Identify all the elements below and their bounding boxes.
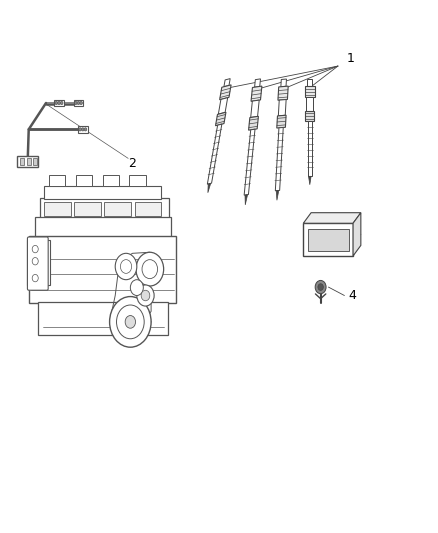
- Circle shape: [32, 245, 38, 253]
- Polygon shape: [308, 176, 311, 185]
- Circle shape: [120, 260, 132, 273]
- Circle shape: [32, 257, 38, 265]
- Polygon shape: [307, 79, 312, 86]
- Bar: [307, 229, 349, 251]
- Circle shape: [58, 101, 60, 104]
- Bar: [39, 198, 169, 219]
- Polygon shape: [307, 122, 312, 176]
- Circle shape: [115, 253, 137, 280]
- Polygon shape: [244, 129, 255, 195]
- Circle shape: [80, 101, 82, 104]
- Circle shape: [315, 280, 326, 294]
- Bar: [38, 302, 168, 335]
- Bar: [44, 186, 161, 199]
- Text: 3: 3: [349, 241, 357, 255]
- Polygon shape: [54, 100, 64, 106]
- Polygon shape: [78, 126, 88, 133]
- Bar: [130, 175, 146, 186]
- Bar: [134, 201, 162, 216]
- Polygon shape: [74, 100, 83, 106]
- Circle shape: [60, 101, 63, 104]
- Bar: [104, 201, 131, 216]
- Polygon shape: [305, 86, 314, 97]
- Polygon shape: [281, 79, 286, 87]
- Circle shape: [84, 128, 87, 131]
- Circle shape: [110, 296, 151, 347]
- Circle shape: [125, 316, 135, 328]
- Polygon shape: [224, 78, 230, 87]
- Polygon shape: [276, 190, 279, 200]
- Polygon shape: [249, 116, 258, 130]
- Bar: [102, 175, 119, 186]
- Circle shape: [117, 305, 144, 339]
- Circle shape: [142, 260, 158, 279]
- Circle shape: [318, 284, 323, 290]
- FancyBboxPatch shape: [28, 237, 48, 290]
- Circle shape: [137, 285, 154, 306]
- Bar: [44, 201, 71, 216]
- Polygon shape: [245, 195, 247, 205]
- Bar: [49, 175, 66, 186]
- Text: 2: 2: [129, 157, 137, 170]
- Polygon shape: [277, 115, 286, 128]
- Bar: [27, 158, 31, 165]
- Bar: [76, 175, 92, 186]
- Polygon shape: [278, 86, 288, 100]
- Polygon shape: [304, 223, 353, 256]
- Bar: [33, 158, 37, 165]
- Circle shape: [81, 128, 84, 131]
- Polygon shape: [276, 127, 283, 191]
- Polygon shape: [208, 183, 211, 193]
- Polygon shape: [254, 79, 261, 87]
- Text: 4: 4: [349, 289, 357, 302]
- Circle shape: [77, 101, 80, 104]
- Polygon shape: [304, 213, 361, 223]
- Circle shape: [131, 280, 143, 295]
- Polygon shape: [353, 213, 361, 256]
- Bar: [35, 217, 171, 238]
- Polygon shape: [215, 112, 226, 126]
- Circle shape: [79, 128, 81, 131]
- Circle shape: [141, 290, 150, 301]
- Polygon shape: [305, 111, 314, 122]
- Polygon shape: [306, 97, 313, 111]
- Polygon shape: [251, 100, 259, 117]
- Bar: [27, 240, 50, 285]
- Text: 1: 1: [346, 52, 354, 64]
- Circle shape: [55, 101, 58, 104]
- Circle shape: [74, 101, 77, 104]
- Polygon shape: [218, 98, 228, 114]
- Bar: [74, 201, 101, 216]
- Polygon shape: [207, 124, 222, 184]
- Circle shape: [136, 252, 164, 286]
- Polygon shape: [251, 86, 262, 101]
- Polygon shape: [219, 85, 231, 100]
- Bar: [29, 236, 176, 303]
- Bar: [17, 156, 38, 167]
- Circle shape: [32, 274, 38, 282]
- Polygon shape: [278, 100, 286, 116]
- Bar: [20, 158, 25, 165]
